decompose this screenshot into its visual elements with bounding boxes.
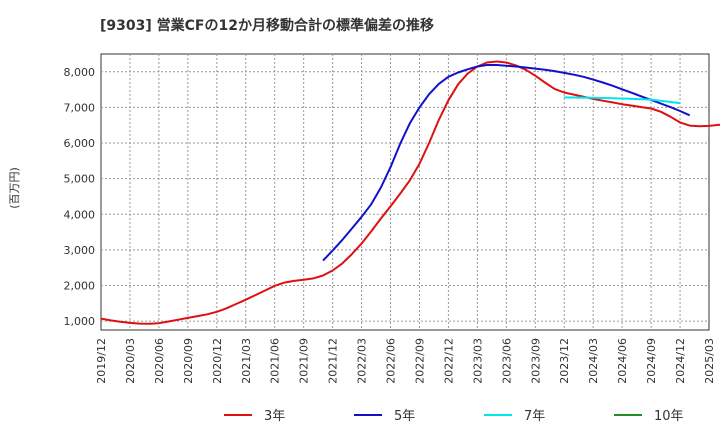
x-ticks: 2019/12 2020/03 2020/06 2020/09 2020/12 2021/…	[95, 338, 716, 384]
y-tick-label: 5,000	[64, 173, 96, 186]
x-tick-label: 2025/03	[703, 338, 716, 384]
x-tick-label: 2020/09	[182, 338, 195, 384]
y-tick-label: 2,000	[64, 279, 96, 292]
y-tick-label: 4,000	[64, 208, 96, 221]
x-tick-label: 2020/03	[124, 338, 137, 384]
series-line-1	[322, 64, 691, 262]
y-tick-label: 3,000	[64, 244, 96, 257]
series-line-2	[564, 96, 681, 105]
y-tick-label: 8,000	[64, 66, 96, 79]
grid	[101, 54, 709, 330]
x-tick-label: 2024/03	[587, 338, 600, 384]
series-line-0	[100, 60, 720, 325]
y-tick-label: 6,000	[64, 137, 96, 150]
y-tick-label: 7,000	[64, 101, 96, 114]
y-ticks: 1,000 2,000 3,000 4,000 5,000 6,000 7,000 8,000	[64, 66, 96, 328]
x-tick-label: 2023/06	[500, 338, 513, 384]
x-tick-label: 2019/12	[95, 338, 108, 384]
x-tick-label: 2021/03	[240, 338, 253, 384]
x-tick-label: 2023/03	[471, 338, 484, 384]
legend-label-1: 5年	[394, 409, 415, 424]
x-tick-label: 2022/06	[385, 338, 398, 384]
x-tick-label: 2024/12	[674, 338, 687, 384]
legend-label-3: 10年	[654, 409, 684, 424]
legend-label-0: 3年	[264, 409, 285, 424]
x-tick-label: 2020/06	[153, 338, 166, 384]
x-tick-label: 2023/09	[529, 338, 542, 384]
legend: 3年 5年 7年 10年	[224, 409, 684, 424]
x-tick-label: 2023/12	[558, 338, 571, 384]
x-tick-label: 2022/12	[442, 338, 455, 384]
x-tick-label: 2022/03	[356, 338, 369, 384]
x-tick-label: 2024/09	[645, 338, 658, 384]
x-tick-label: 2021/12	[327, 338, 340, 384]
x-tick-label: 2021/06	[269, 338, 282, 384]
y-tick-label: 1,000	[64, 315, 96, 328]
x-tick-label: 2022/09	[413, 338, 426, 384]
legend-label-2: 7年	[524, 409, 545, 424]
plot-area	[100, 53, 710, 331]
x-tick-label: 2024/06	[616, 338, 629, 384]
x-tick-label: 2020/12	[211, 338, 224, 384]
x-tick-label: 2021/09	[298, 338, 311, 384]
chart-title: [9303] 営業CFの12か月移動合計の標準偏差の推移	[100, 17, 434, 34]
y-axis-label: (百万円)	[8, 167, 21, 209]
series-lines	[100, 60, 720, 325]
